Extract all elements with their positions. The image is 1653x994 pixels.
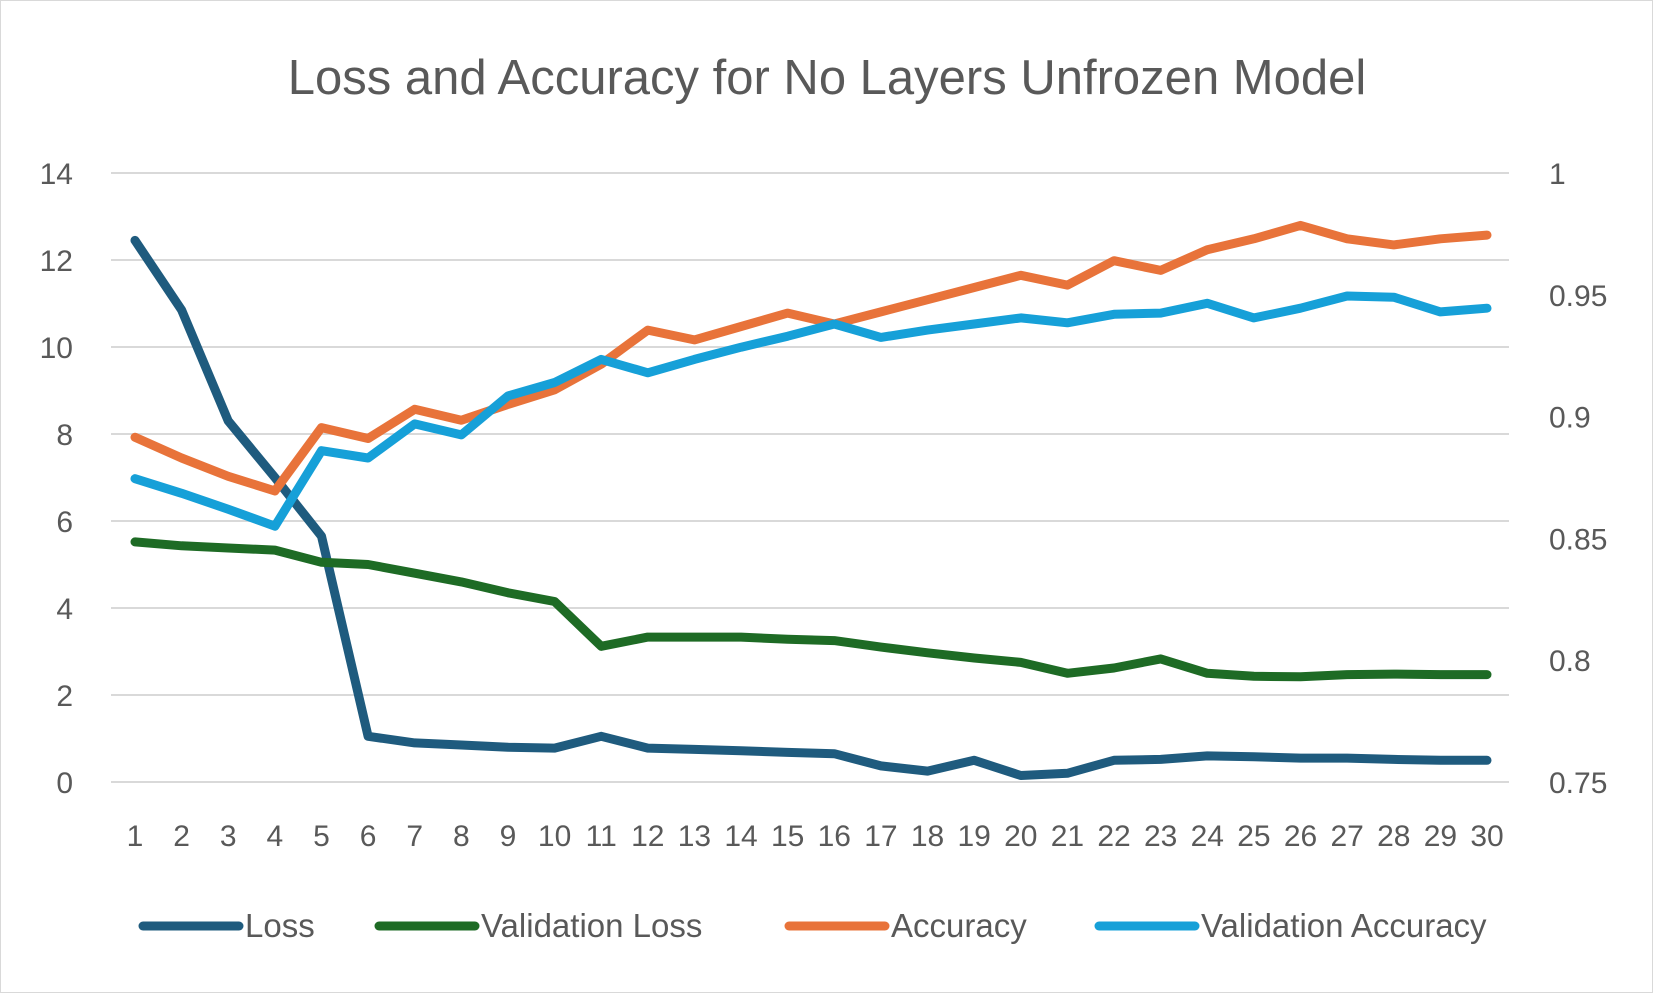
x-axis: 1 2 3 4 5 6 7 8 9 10 11 12 13 14 15 16 17 18 19 20 21 22 23 24 2… xyxy=(127,820,1504,853)
x-tick-label: 20 xyxy=(1004,820,1037,853)
x-tick-label: 15 xyxy=(771,820,804,853)
x-tick-label: 11 xyxy=(586,820,617,853)
right-tick-label: 0.95 xyxy=(1549,280,1607,313)
x-tick-label: 30 xyxy=(1470,820,1503,853)
left-tick-label: 12 xyxy=(40,245,73,278)
series-line-accuracy xyxy=(130,220,1492,496)
left-tick-label: 4 xyxy=(56,593,73,626)
x-tick-label: 22 xyxy=(1097,820,1130,853)
gridlines xyxy=(111,172,1509,783)
x-tick-label: 23 xyxy=(1144,820,1177,853)
x-tick-label: 8 xyxy=(453,820,470,853)
right-tick-label: 0.9 xyxy=(1549,402,1591,435)
x-tick-label: 28 xyxy=(1377,820,1410,853)
right-y-axis: 0.75 0.8 0.85 0.9 0.95 1 xyxy=(1549,158,1607,800)
right-tick-label: 0.85 xyxy=(1549,523,1607,556)
left-tick-label: 10 xyxy=(40,332,73,365)
legend-item-validation-accuracy[interactable]: Validation Accuracy xyxy=(1094,907,1487,944)
x-tick-label: 12 xyxy=(631,820,664,853)
legend-label: Accuracy xyxy=(891,907,1027,944)
left-tick-label: 14 xyxy=(40,158,73,191)
series-layer xyxy=(130,220,1492,780)
right-tick-label: 0.75 xyxy=(1549,767,1607,800)
x-tick-label: 24 xyxy=(1191,820,1224,853)
series-line-validation-accuracy xyxy=(130,291,1492,531)
x-tick-label: 7 xyxy=(406,820,423,853)
x-tick-label: 10 xyxy=(538,820,571,853)
left-tick-label: 0 xyxy=(56,767,73,800)
x-tick-label: 14 xyxy=(724,820,757,853)
x-tick-label: 2 xyxy=(173,820,190,853)
x-tick-label: 16 xyxy=(818,820,851,853)
x-tick-label: 3 xyxy=(220,820,237,853)
left-tick-label: 6 xyxy=(56,506,73,539)
x-tick-label: 9 xyxy=(500,820,517,853)
x-tick-label: 17 xyxy=(864,820,897,853)
x-tick-label: 19 xyxy=(957,820,990,853)
legend-label: Validation Loss xyxy=(481,907,702,944)
right-tick-label: 1 xyxy=(1549,158,1566,191)
x-tick-label: 29 xyxy=(1424,820,1457,853)
x-tick-label: 5 xyxy=(313,820,330,853)
legend-item-accuracy[interactable]: Accuracy xyxy=(784,907,1027,944)
x-tick-label: 27 xyxy=(1330,820,1363,853)
x-tick-label: 25 xyxy=(1237,820,1270,853)
x-tick-label: 21 xyxy=(1051,820,1084,853)
x-tick-label: 18 xyxy=(911,820,944,853)
legend-label: Validation Accuracy xyxy=(1201,907,1487,944)
x-tick-label: 6 xyxy=(360,820,377,853)
legend-item-loss[interactable]: Loss xyxy=(138,907,315,944)
x-tick-label: 26 xyxy=(1284,820,1317,853)
series-line-loss xyxy=(130,235,1492,780)
legend-item-validation-loss[interactable]: Validation Loss xyxy=(374,907,702,944)
chart-title: Loss and Accuracy for No Layers Unfrozen… xyxy=(288,51,1367,105)
x-tick-label: 1 xyxy=(127,820,144,853)
x-tick-label: 13 xyxy=(678,820,711,853)
right-tick-label: 0.8 xyxy=(1549,645,1591,678)
left-tick-label: 8 xyxy=(56,419,73,452)
left-y-axis: 0 2 4 6 8 10 12 14 xyxy=(40,158,73,800)
x-tick-label: 4 xyxy=(267,820,284,853)
series-line-validation-loss xyxy=(130,537,1492,682)
left-tick-label: 2 xyxy=(56,680,73,713)
legend-label: Loss xyxy=(245,907,315,944)
legend[interactable]: Loss Validation Loss Accuracy Validation Ac… xyxy=(138,907,1487,944)
